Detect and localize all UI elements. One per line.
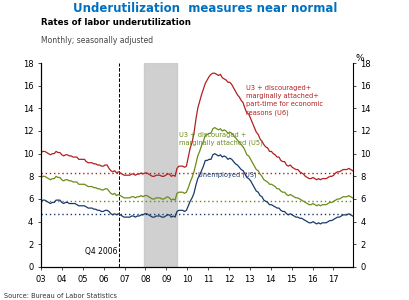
Text: Underutilization  measures near normal: Underutilization measures near normal: [73, 2, 336, 14]
Text: reasons (U6): reasons (U6): [245, 109, 288, 116]
Text: U3 + discouraged+: U3 + discouraged+: [245, 85, 310, 91]
Text: part-time for economic: part-time for economic: [245, 101, 322, 107]
Text: Rates of labor underutilization: Rates of labor underutilization: [41, 18, 191, 27]
Text: Unemployed (U3): Unemployed (U3): [197, 171, 256, 178]
Text: Source: Bureau of Labor Statistics: Source: Bureau of Labor Statistics: [4, 293, 117, 299]
Text: Monthly; seasonally adjusted: Monthly; seasonally adjusted: [41, 37, 153, 46]
Text: %: %: [355, 54, 364, 63]
Text: marginally attached+: marginally attached+: [245, 93, 318, 99]
Bar: [143, 63, 176, 267]
Text: U3 + discouraged +: U3 + discouraged +: [178, 132, 246, 138]
Text: Q4 2006: Q4 2006: [85, 247, 117, 256]
Text: marginally attached (U5): marginally attached (U5): [178, 140, 262, 146]
